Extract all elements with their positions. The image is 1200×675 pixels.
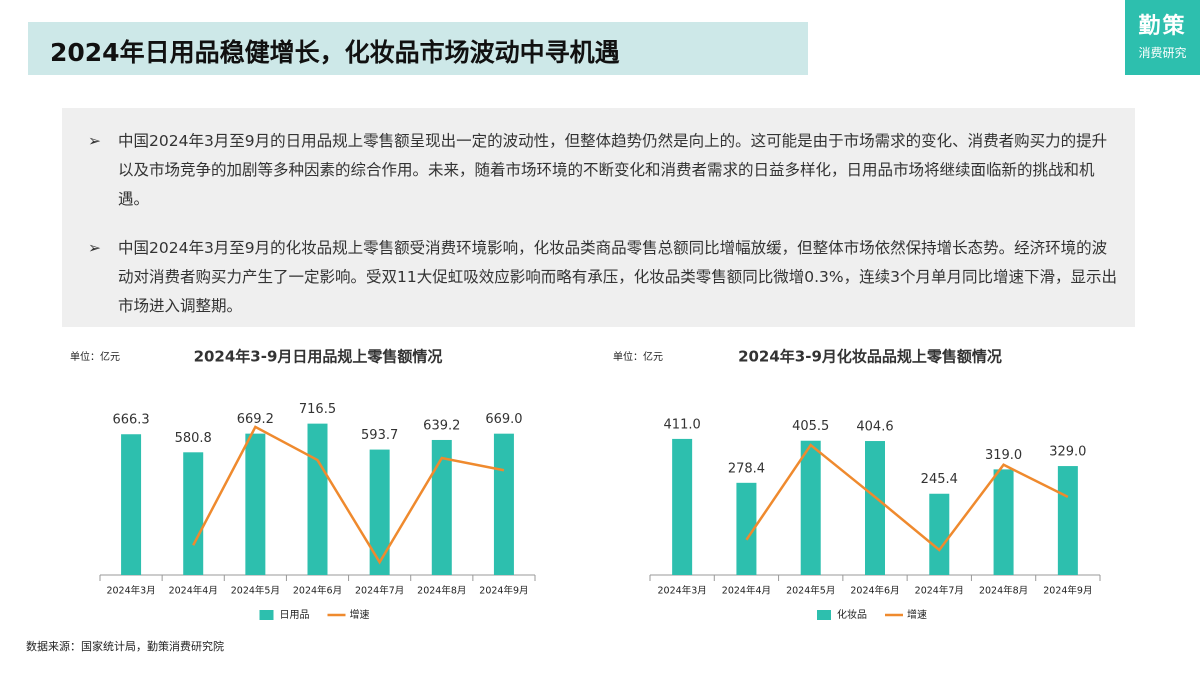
unit-label: 单位：亿元 xyxy=(613,350,663,363)
bar xyxy=(1057,466,1078,575)
chart-title: 2024年3-9月日用品规上零售额情况 xyxy=(194,348,443,366)
text-box: ➢ 中国2024年3月至9月的日用品规上零售额呈现出一定的波动性，但整体趋势仍然是… xyxy=(62,108,1135,327)
x-tick-label: 2024年3月 xyxy=(658,585,707,597)
bar xyxy=(929,493,950,575)
bar xyxy=(245,433,266,575)
growth-line xyxy=(745,443,1069,552)
bullet: ➢ 中国2024年3月至9月的化妆品规上零售额受消费环境影响，化妆品类商品零售总额… xyxy=(88,234,1118,321)
value-label: 404.6 xyxy=(856,420,893,435)
legend-label: 日用品 xyxy=(280,609,310,621)
value-label: 329.0 xyxy=(1049,445,1086,460)
x-tick-label: 2024年5月 xyxy=(786,585,835,597)
value-label: 593.7 xyxy=(361,428,398,443)
legend-label: 化妆品 xyxy=(837,608,867,621)
x-tick-label: 2024年8月 xyxy=(417,585,466,597)
value-label: 319.0 xyxy=(985,448,1022,463)
chart-title: 2024年3-9月化妆品品规上零售额情况 xyxy=(738,348,1002,366)
x-tick-label: 2024年4月 xyxy=(722,585,771,597)
title: 2024年日用品稳健增长，化妆品市场波动中寻机遇 xyxy=(50,38,620,67)
logo: 勤策 消费研究 xyxy=(1125,0,1200,75)
legend-label: 增速 xyxy=(350,608,370,621)
value-label: 669.0 xyxy=(485,412,522,427)
x-tick-label: 2024年3月 xyxy=(106,585,155,597)
bar xyxy=(121,434,142,575)
legend-swatch xyxy=(259,610,274,620)
x-tick-label: 2024年6月 xyxy=(293,585,342,597)
bar xyxy=(993,469,1014,575)
x-tick-label: 2024年8月 xyxy=(979,585,1028,597)
unit-label: 单位：亿元 xyxy=(70,350,120,363)
bar xyxy=(183,452,204,575)
value-label: 278.4 xyxy=(728,461,765,476)
value-label: 639.2 xyxy=(423,418,460,433)
legend-label: 增速 xyxy=(907,608,927,621)
logo-name: 勤策 xyxy=(1138,14,1187,39)
value-label: 411.0 xyxy=(664,417,701,432)
x-tick-label: 2024年7月 xyxy=(915,585,964,597)
bar xyxy=(431,439,452,575)
x-tick-label: 2024年4月 xyxy=(169,585,218,597)
arrow: ➢ xyxy=(88,132,101,150)
x-tick-label: 2024年6月 xyxy=(850,585,899,597)
x-tick-label: 2024年9月 xyxy=(479,585,528,597)
value-label: 580.8 xyxy=(175,431,212,446)
arrow: ➢ xyxy=(88,239,101,257)
value-label: 245.4 xyxy=(921,472,958,487)
bar xyxy=(493,433,514,575)
bullet-text: 中国2024年3月至9月的化妆品规上零售额受消费环境影响，化妆品类商品零售总额同… xyxy=(118,239,1117,315)
bullet: ➢ 中国2024年3月至9月的日用品规上零售额呈现出一定的波动性，但整体趋势仍然是… xyxy=(88,127,1118,214)
x-tick-label: 2024年5月 xyxy=(231,585,280,597)
bar xyxy=(800,440,821,575)
growth-line xyxy=(192,425,505,565)
legend-swatch xyxy=(817,610,831,620)
value-label: 405.5 xyxy=(792,419,829,434)
value-label: 716.5 xyxy=(299,402,336,417)
title-banner: 2024年日用品稳健增长，化妆品市场波动中寻机遇 xyxy=(28,22,808,75)
bullet-text: 中国2024年3月至9月的日用品规上零售额呈现出一定的波动性，但整体趋势仍然是向… xyxy=(118,132,1108,208)
value-label: 669.2 xyxy=(237,412,274,427)
x-tick-label: 2024年9月 xyxy=(1043,585,1092,597)
bar xyxy=(672,438,693,575)
bar xyxy=(736,482,757,575)
x-tick-label: 2024年7月 xyxy=(355,585,404,597)
source: 数据来源：国家统计局，勤策消费研究院 xyxy=(26,640,224,653)
bar xyxy=(369,449,390,575)
logo-sub: 消费研究 xyxy=(1138,46,1187,60)
value-label: 666.3 xyxy=(112,413,149,428)
bar xyxy=(307,423,328,575)
bar xyxy=(865,441,885,575)
